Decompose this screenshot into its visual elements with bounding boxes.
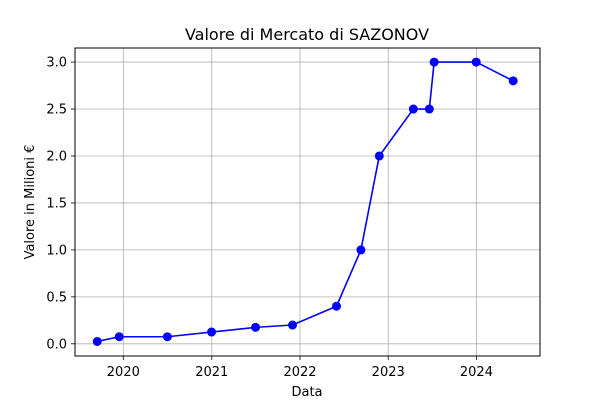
- x-tick-label: 2021: [195, 365, 228, 380]
- data-point: [332, 301, 342, 311]
- data-point: [114, 332, 124, 342]
- x-tick-label: 2020: [107, 365, 140, 380]
- x-tick-label: 2024: [460, 365, 493, 380]
- axis-ticks: 2020 2021 2022 2023 2024 0.0 0.5 1.0 1.5 2.0 2.5 3.…: [46, 56, 493, 380]
- y-tick-label: 2.5: [46, 103, 67, 118]
- y-axis-label: Valore in Milioni €: [23, 145, 38, 260]
- y-tick-label: 0.5: [46, 290, 67, 305]
- series-line: [97, 61, 514, 343]
- x-tick-label: 2022: [283, 365, 316, 380]
- y-tick-label: 3.0: [46, 56, 67, 71]
- chart-title: Valore di Mercato di SAZONOV: [185, 25, 429, 44]
- x-tick-label: 2023: [372, 365, 405, 380]
- data-point: [374, 151, 384, 161]
- grid-lines: [75, 48, 540, 356]
- data-point: [162, 332, 172, 342]
- data-point: [471, 57, 481, 67]
- data-point: [251, 322, 261, 332]
- data-point: [288, 320, 298, 330]
- y-tick-label: 0.0: [46, 337, 67, 352]
- data-point: [356, 245, 366, 255]
- x-axis-label: Data: [291, 385, 322, 400]
- data-point: [408, 104, 418, 114]
- data-point: [429, 57, 439, 67]
- y-tick-label: 1.5: [46, 196, 67, 211]
- y-tick-label: 1.0: [46, 243, 67, 258]
- y-tick-label: 2.0: [46, 149, 67, 164]
- data-point: [508, 76, 518, 86]
- data-point: [92, 336, 102, 346]
- data-point: [424, 104, 434, 114]
- plot-frame: [74, 47, 541, 357]
- series-layer: [92, 57, 518, 346]
- data-point: [207, 327, 217, 337]
